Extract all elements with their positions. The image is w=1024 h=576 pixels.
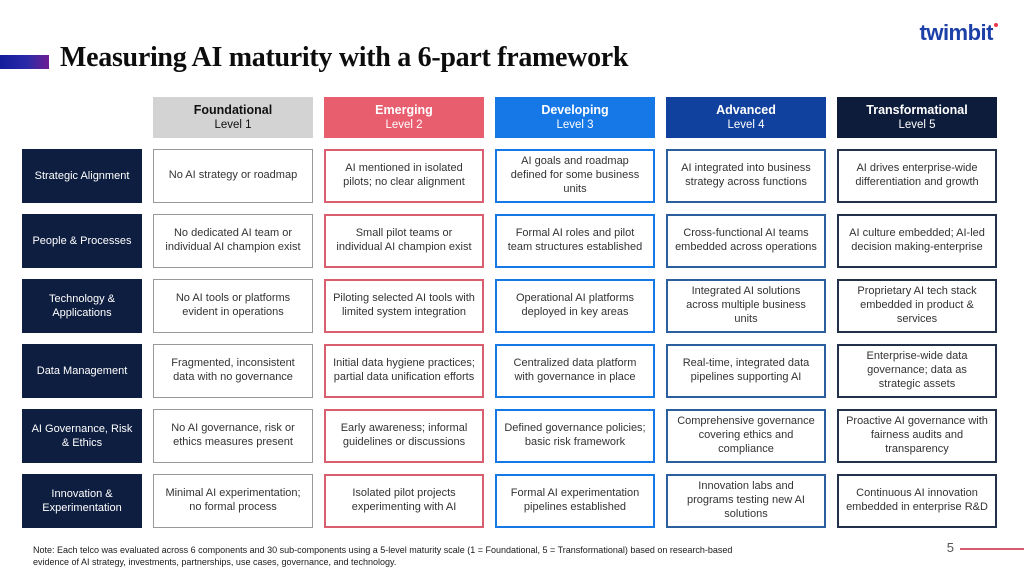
matrix-cell: Early awareness; informal guidelines or … [324, 409, 484, 463]
matrix-cell: AI integrated into business strategy acr… [666, 149, 826, 203]
matrix-cell: Formal AI experimentation pipelines esta… [495, 474, 655, 528]
column-level: Level 1 [214, 119, 252, 132]
matrix-cell: No dedicated AI team or individual AI ch… [153, 214, 313, 268]
matrix-cell: Piloting selected AI tools with limited … [324, 279, 484, 333]
matrix-cell: Continuous AI innovation embedded in ent… [837, 474, 997, 528]
matrix-cell: No AI tools or platforms evident in oper… [153, 279, 313, 333]
column-level: Level 3 [556, 119, 594, 132]
matrix-corner-spacer [22, 97, 142, 138]
matrix-cell: Proprietary AI tech stack embedded in pr… [837, 279, 997, 333]
column-level: Level 5 [898, 119, 936, 132]
row-label-people-processes: People & Processes [22, 214, 142, 268]
matrix-cell: Isolated pilot projects experimenting wi… [324, 474, 484, 528]
matrix-cell: Integrated AI solutions across multiple … [666, 279, 826, 333]
row-label-technology-applications: Technology & Applications [22, 279, 142, 333]
matrix-cell: Formal AI roles and pilot team structure… [495, 214, 655, 268]
column-name: Advanced [716, 102, 776, 117]
twimbit-logo: twimbit [919, 20, 998, 46]
column-level: Level 4 [727, 119, 765, 132]
matrix-cell: No AI strategy or roadmap [153, 149, 313, 203]
matrix-cell: Real-time, integrated data pipelines sup… [666, 344, 826, 398]
column-name: Emerging [375, 102, 433, 117]
matrix-cell: Minimal AI experimentation; no formal pr… [153, 474, 313, 528]
matrix-cell: AI mentioned in isolated pilots; no clea… [324, 149, 484, 203]
row-label-ai-governance-risk-ethics: AI Governance, Risk & Ethics [22, 409, 142, 463]
row-label-strategic-alignment: Strategic Alignment [22, 149, 142, 203]
matrix-cell: Fragmented, inconsistent data with no go… [153, 344, 313, 398]
page-number-accent-line [960, 548, 1024, 550]
twimbit-logo-text: twimbit [919, 20, 994, 45]
title-accent-bar [0, 55, 49, 69]
row-label-innovation-experimentation: Innovation & Experimentation [22, 474, 142, 528]
column-level: Level 2 [385, 119, 423, 132]
matrix-cell: Defined governance policies; basic risk … [495, 409, 655, 463]
matrix-cell: Cross-functional AI teams embedded acros… [666, 214, 826, 268]
row-label-data-management: Data Management [22, 344, 142, 398]
matrix-cell: Proactive AI governance with fairness au… [837, 409, 997, 463]
matrix-cell: Operational AI platforms deployed in key… [495, 279, 655, 333]
matrix-cell: Small pilot teams or individual AI champ… [324, 214, 484, 268]
column-header-developing: Developing Level 3 [495, 97, 655, 138]
maturity-matrix: Foundational Level 1 Emerging Level 2 De… [22, 97, 997, 528]
matrix-cell: Enterprise-wide data governance; data as… [837, 344, 997, 398]
footer-note: Note: Each telco was evaluated across 6 … [33, 545, 733, 567]
column-header-foundational: Foundational Level 1 [153, 97, 313, 138]
matrix-cell: AI culture embedded; AI-led decision mak… [837, 214, 997, 268]
matrix-cell: AI drives enterprise-wide differentiatio… [837, 149, 997, 203]
column-header-emerging: Emerging Level 2 [324, 97, 484, 138]
page-number: 5 [946, 540, 954, 555]
column-header-transformational: Transformational Level 5 [837, 97, 997, 138]
matrix-cell: Comprehensive governance covering ethics… [666, 409, 826, 463]
page-title: Measuring AI maturity with a 6-part fram… [60, 42, 629, 73]
column-name: Developing [541, 102, 609, 117]
matrix-cell: AI goals and roadmap defined for some bu… [495, 149, 655, 203]
matrix-cell: Innovation labs and programs testing new… [666, 474, 826, 528]
matrix-cell: No AI governance, risk or ethics measure… [153, 409, 313, 463]
column-header-advanced: Advanced Level 4 [666, 97, 826, 138]
matrix-cell: Centralized data platform with governanc… [495, 344, 655, 398]
matrix-cell: Initial data hygiene practices; partial … [324, 344, 484, 398]
column-name: Transformational [866, 102, 968, 117]
logo-dot-icon [994, 23, 998, 27]
column-name: Foundational [193, 102, 273, 117]
